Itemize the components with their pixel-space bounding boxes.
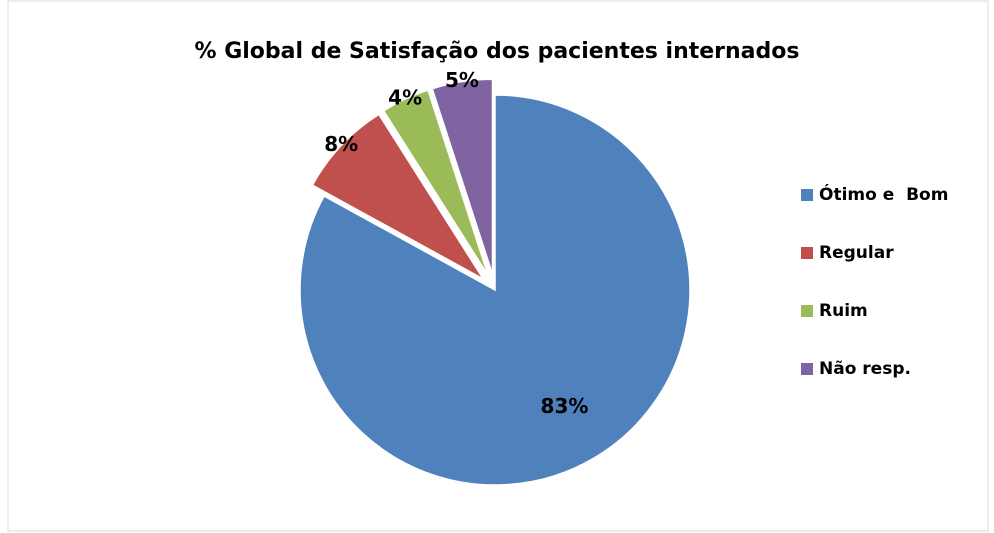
data-label: 4% xyxy=(388,86,422,110)
legend-label: Ótimo e Bom xyxy=(819,183,948,205)
legend-swatch xyxy=(801,305,813,317)
chart-title: % Global de Satisfação dos pacientes int… xyxy=(195,39,800,64)
data-label: 5% xyxy=(445,68,479,92)
legend-label: Regular xyxy=(819,243,894,263)
legend-swatch xyxy=(801,189,813,201)
pie-slice xyxy=(431,78,494,275)
pie-slice xyxy=(311,113,484,280)
legend-swatch xyxy=(801,363,813,375)
data-label: 83% xyxy=(541,394,589,418)
legend-label: Não resp. xyxy=(819,359,911,379)
legend-swatch xyxy=(801,247,813,259)
data-label: 8% xyxy=(324,132,358,156)
pie-slice xyxy=(382,89,489,276)
legend-label: Ruim xyxy=(819,301,868,321)
pie-slice xyxy=(299,94,691,486)
